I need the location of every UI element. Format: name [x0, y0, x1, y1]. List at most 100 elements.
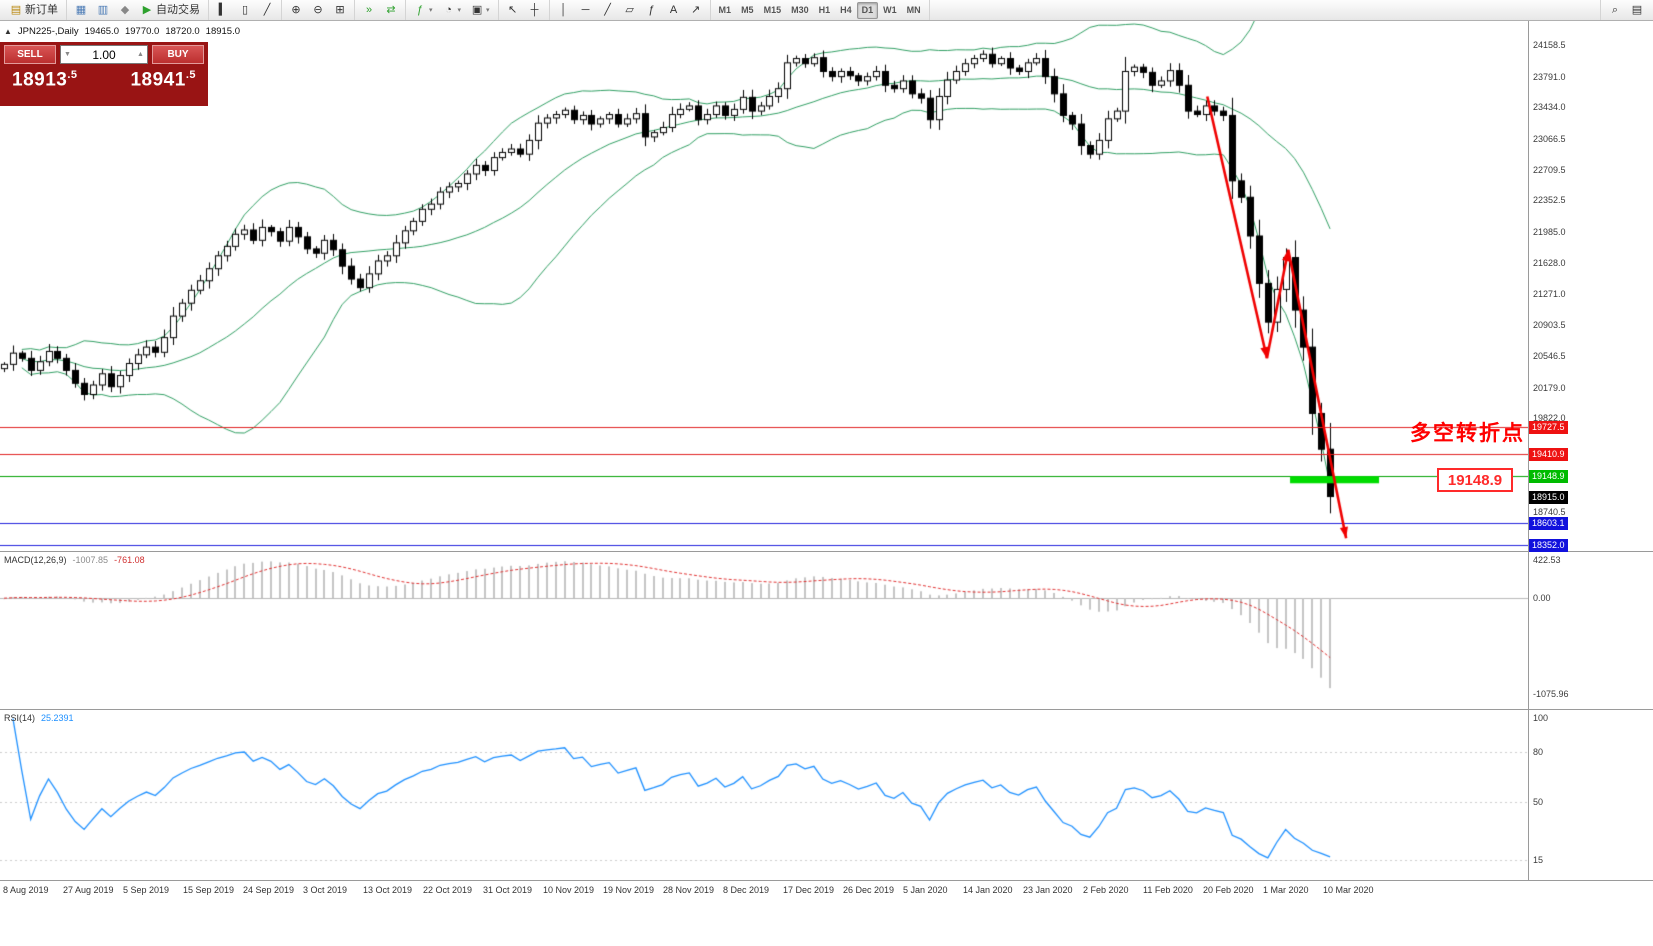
volume-field[interactable]: ▼ 1.00 ▲ [60, 45, 148, 64]
timeframe-d1-button-label: D1 [861, 4, 874, 15]
text-button[interactable]: A [663, 2, 685, 19]
sell-button[interactable]: SELL [4, 45, 56, 64]
channel-button[interactable]: ▱ [619, 2, 641, 19]
macd-axis[interactable]: 422.53 0.00 -1075.96 [1529, 552, 1653, 709]
trendline-icon: ╱ [604, 3, 611, 16]
chart-header: ▲ JPN225-,Daily 19465.0 19770.0 18720.0 … [4, 26, 240, 37]
time-axis-label: 5 Jan 2020 [903, 885, 948, 895]
price-axis-tick: 20546.5 [1533, 351, 1566, 362]
main-chart-canvas[interactable] [0, 21, 1528, 551]
zoom-out-button[interactable]: ⊖ [307, 2, 329, 19]
line-chart-button[interactable]: ╱ [256, 2, 278, 19]
price-axis-tick: 21271.0 [1533, 288, 1566, 299]
charts-button[interactable]: ▦ [70, 2, 92, 19]
one-click-toggle-icon[interactable]: ▲ [4, 27, 12, 36]
timeframe-h4-button[interactable]: H4 [835, 2, 857, 19]
profiles-icon: ▥ [97, 3, 109, 16]
mini-chart-button[interactable]: ▤ [1626, 2, 1648, 19]
crosshair-button[interactable]: ┼ [524, 2, 546, 19]
toolbar-group-scroll: » ⇄ [355, 0, 406, 20]
chart-open-value: 19465.0 [84, 26, 119, 37]
chart-shift-button[interactable]: ⇄ [380, 2, 402, 19]
toolbar-group-timeframes: M1 M5 M15 M30 H1 H4 D1 W1 MN [711, 0, 930, 20]
price-axis-tick: 24158.5 [1533, 39, 1566, 50]
toolbar-group-draw: │ ─ ╱ ▱ ƒ A ↗ [550, 0, 711, 20]
volume-down-icon[interactable]: ▼ [64, 51, 71, 58]
volume-up-icon[interactable]: ▲ [137, 51, 144, 58]
rsi-axis-tick: 15 [1533, 855, 1544, 865]
time-axis-label: 14 Jan 2020 [963, 885, 1013, 895]
price-axis-tick: 23434.0 [1533, 102, 1566, 113]
toolbar-group-order: ▤ 新订单 [2, 0, 67, 20]
turning-point-annotation[interactable]: 多空转折点 [1410, 422, 1525, 445]
templates-button[interactable]: ▣ ▾ [466, 2, 495, 19]
timeframe-h1-button-label: H1 [818, 4, 831, 15]
rsi-axis-tick: 100 [1533, 713, 1549, 724]
price-axis[interactable]: 24158.5 23791.0 23434.0 23066.5 22709.5 22352… [1529, 21, 1653, 553]
vertical-line-button[interactable]: │ [553, 2, 575, 19]
panel-separator[interactable] [0, 551, 1653, 552]
auto-scroll-icon: » [365, 3, 373, 16]
bars-chart-button[interactable]: ▍ [212, 2, 234, 19]
timeframe-mn-button-label: MN [906, 4, 921, 15]
timeframe-m1-button[interactable]: M1 [714, 2, 737, 19]
crosshair-icon: ┼ [530, 3, 539, 16]
timeframe-w1-button[interactable]: W1 [878, 2, 902, 19]
autotrading-button[interactable]: ▶ 自动交易 [136, 2, 205, 19]
tile-windows-button[interactable]: ⊞ [329, 2, 351, 19]
navigator-icon: ◆ [120, 3, 130, 16]
profiles-button[interactable]: ▥ [92, 2, 114, 19]
navigator-button[interactable]: ◆ [114, 2, 136, 19]
timeframe-d1-button[interactable]: D1 [856, 1, 879, 19]
price-axis-tick: 21985.0 [1533, 227, 1566, 238]
support-price-annotation[interactable]: 19148.9 [1437, 468, 1513, 492]
cursor-button[interactable]: ↖ [502, 2, 524, 19]
timeframe-m5-button[interactable]: M5 [736, 2, 759, 19]
rsi-axis-tick: 50 [1533, 796, 1544, 807]
auto-scroll-button[interactable]: » [358, 2, 380, 19]
candles-chart-button[interactable]: ▯ [234, 2, 256, 19]
trendline-button[interactable]: ╱ [597, 2, 619, 19]
panel-separator[interactable] [0, 880, 1653, 881]
chart-low-value: 18720.0 [165, 26, 200, 37]
timeframe-m15-button-label: M15 [763, 4, 782, 15]
price-axis-tick: 23066.5 [1533, 133, 1566, 144]
rsi-axis[interactable]: 100 80 50 15 [1529, 710, 1653, 880]
horizontal-line-button[interactable]: ─ [575, 2, 597, 19]
zoom-in-button[interactable]: ⊕ [285, 2, 307, 19]
timeframe-h1-button[interactable]: H1 [814, 2, 836, 19]
time-axis-label: 28 Nov 2019 [663, 885, 715, 895]
price-axis-tick: 20903.5 [1533, 320, 1566, 331]
new-order-button-label: 新订单 [25, 3, 58, 16]
price-axis-tick: 23791.0 [1533, 71, 1566, 82]
periods-button[interactable]: ◔ ▾ [438, 2, 467, 19]
macd-canvas[interactable] [0, 552, 1528, 709]
symbol-search-button[interactable]: ⌕ [1604, 2, 1626, 19]
search-icon: ⌕ [1611, 3, 1619, 16]
macd-axis-tick: -1075.96 [1533, 689, 1569, 700]
autotrading-icon: ▶ [142, 3, 152, 16]
arrows-icon: ↗ [690, 3, 701, 16]
time-axis-label: 11 Feb 2020 [1143, 885, 1193, 895]
indicators-button[interactable]: ƒ ▾ [409, 2, 438, 19]
autotrading-button-label: 自动交易 [156, 3, 200, 16]
time-axis-label: 1 Mar 2020 [1263, 885, 1309, 895]
time-axis-label: 24 Sep 2019 [243, 885, 295, 895]
timeframe-m30-button[interactable]: M30 [786, 2, 814, 19]
price-axis-tick: 19822.0 [1533, 413, 1566, 424]
buy-button[interactable]: BUY [152, 45, 204, 64]
rsi-axis-tick: 80 [1533, 746, 1544, 757]
fibonacci-button[interactable]: ƒ [641, 2, 663, 19]
arrows-button[interactable]: ↗ [685, 2, 707, 19]
sell-price: 18913.5 [12, 69, 78, 91]
price-axis-tick: 18740.5 [1533, 506, 1566, 517]
timeframe-m15-button[interactable]: M15 [759, 2, 787, 19]
timeframe-mn-button[interactable]: MN [902, 2, 926, 19]
new-order-button[interactable]: ▤ 新订单 [5, 2, 63, 19]
time-axis[interactable]: 8 Aug 2019 27 Aug 2019 5 Sep 2019 15 Sep 20… [0, 881, 1653, 899]
panel-separator[interactable] [0, 709, 1653, 710]
timeframe-w1-button-label: W1 [883, 4, 897, 15]
time-axis-label: 8 Dec 2019 [723, 885, 770, 895]
price-axis-tick: 20179.0 [1533, 382, 1566, 393]
rsi-canvas[interactable] [0, 710, 1528, 880]
